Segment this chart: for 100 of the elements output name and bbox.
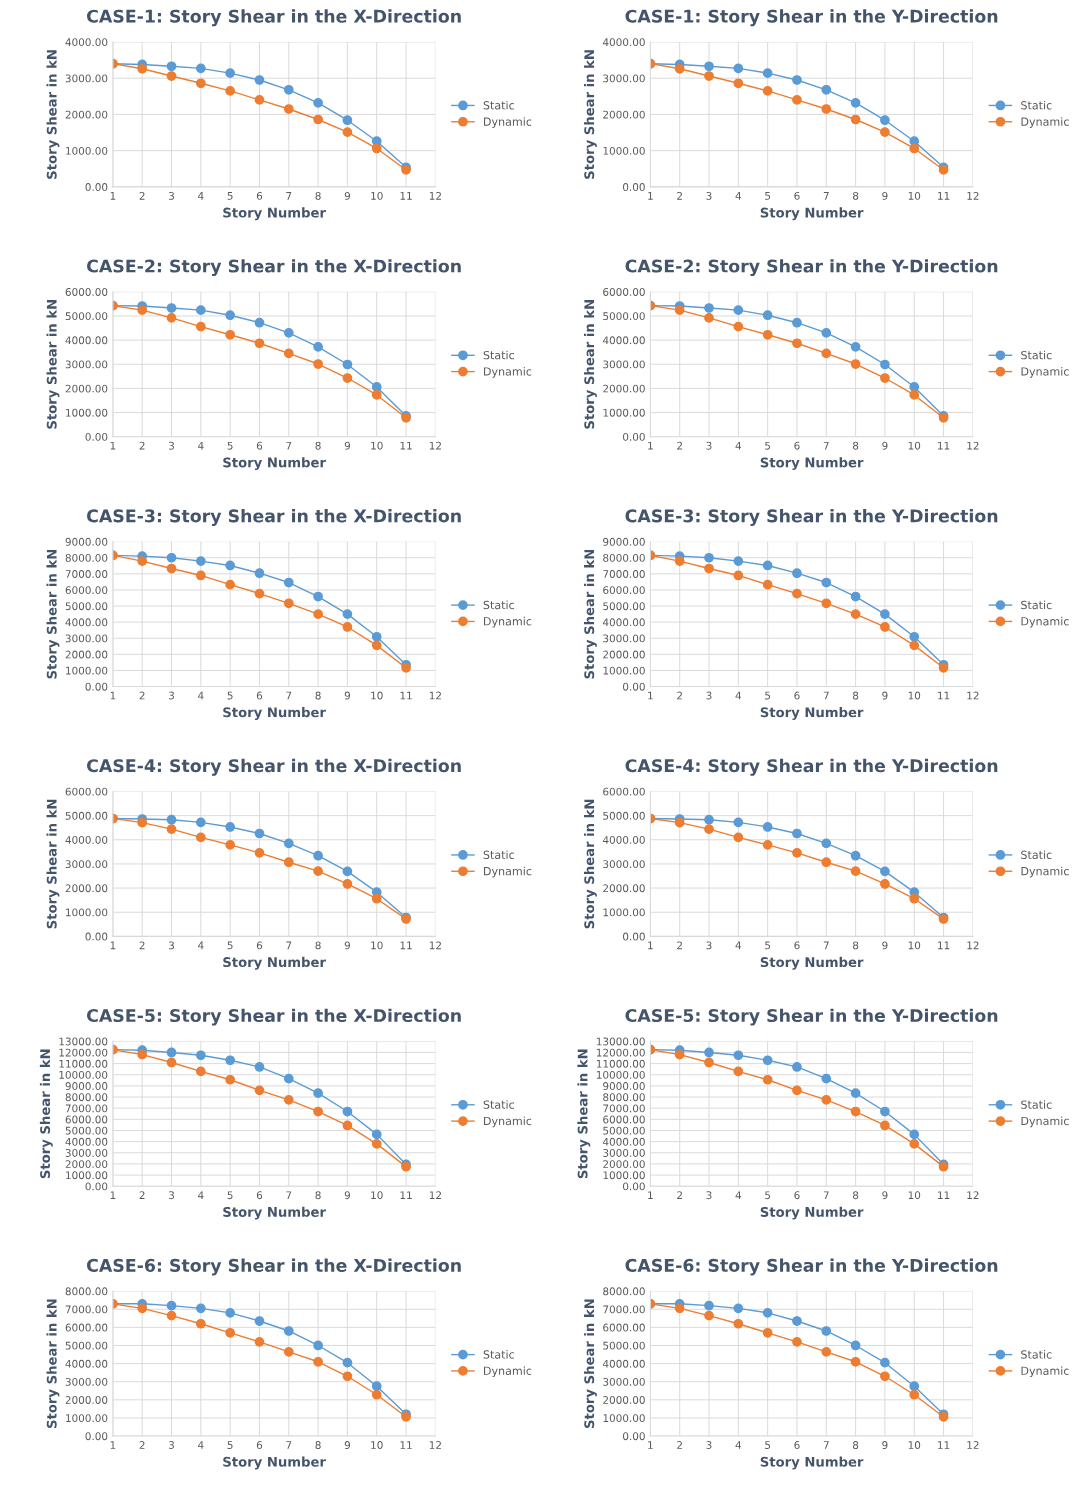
y-axis-title: Story Shear in kN — [39, 1049, 53, 1179]
y-tick-label: 0.00 — [85, 432, 108, 441]
x-tick-label: 10 — [371, 1191, 383, 1200]
x-axis-title: Story Number — [760, 1206, 864, 1220]
chart-title: CASE-5: Story Shear in the X-Direction — [87, 1008, 461, 1026]
x-tick-label: 12 — [967, 941, 979, 950]
x-tick-label: 5 — [227, 691, 233, 700]
y-tick-label: 13000.00 — [596, 1037, 645, 1046]
x-tick-label: 7 — [286, 1191, 292, 1199]
y-tick-label: 9000.00 — [65, 537, 108, 546]
y-tick-label: 6000.00 — [603, 1115, 645, 1124]
x-tick-label: 8 — [852, 1191, 859, 1200]
y-tick-label: 13000.00 — [59, 1037, 108, 1046]
x-tick-label: 3 — [168, 941, 174, 950]
x-tick-label: 3 — [706, 191, 712, 200]
x-tick-label: 11 — [400, 691, 412, 700]
legend-label: Static — [1021, 1100, 1052, 1109]
chart-title: CASE-6: Story Shear in the X-Direction — [87, 1258, 461, 1276]
legend-label: Dynamic — [1021, 616, 1069, 628]
x-tick-label: 7 — [823, 691, 829, 700]
x-tick-label: 2 — [677, 691, 682, 700]
x-tick-label: 9 — [344, 441, 350, 450]
x-tick-label: 1 — [648, 192, 653, 200]
y-tick-label: 6000.00 — [65, 1323, 108, 1332]
chart-title: CASE-3: Story Shear in the X-Direction — [87, 509, 461, 526]
x-axis-title: Story Number — [223, 956, 326, 970]
y-axis-title: Story Shear in kN — [584, 1299, 597, 1429]
y-tick-label: 8000.00 — [65, 553, 108, 562]
y-axis-title: Story Shear in kN — [46, 1299, 60, 1429]
x-tick-label: 4 — [198, 691, 204, 700]
y-tick-label: 7000.00 — [65, 1305, 108, 1314]
x-tick-label: 3 — [168, 191, 174, 200]
x-tick-label: 9 — [882, 1191, 888, 1200]
x-tick-label: 3 — [706, 441, 712, 450]
x-tick-label: 4 — [735, 1191, 742, 1199]
chart-title: CASE-2: Story Shear in the X-Direction — [87, 259, 461, 277]
y-tick-label: 6000.00 — [65, 787, 108, 796]
y-tick-label: 2000.00 — [65, 384, 108, 393]
y-tick-label: 5000.00 — [603, 1126, 645, 1135]
y-tick-label: 8000.00 — [65, 1093, 108, 1102]
legend-label: Dynamic — [1021, 367, 1069, 378]
x-axis-title: Story Number — [223, 1206, 326, 1220]
y-tick-label: 4000.00 — [602, 1359, 645, 1368]
y-tick-label: 4000.00 — [65, 1137, 108, 1146]
x-tick-label: 4 — [735, 441, 742, 450]
y-tick-label: 1000.00 — [603, 1414, 645, 1423]
x-tick-label: 3 — [706, 1441, 712, 1449]
y-tick-label: 3000.00 — [65, 1377, 108, 1386]
x-tick-label: 4 — [198, 441, 204, 450]
legend-label: Dynamic — [484, 866, 532, 878]
x-tick-label: 1 — [110, 691, 116, 700]
x-axis-title: Story Number — [223, 707, 326, 720]
y-tick-label: 0.00 — [85, 932, 108, 941]
y-tick-label: 1000.00 — [603, 1171, 645, 1180]
y-tick-label: 5000.00 — [65, 1126, 108, 1135]
y-tick-label: 5000.00 — [65, 602, 108, 611]
y-tick-label: 5000.00 — [603, 312, 645, 321]
x-tick-label: 9 — [882, 941, 888, 950]
y-tick-label: 1000.00 — [603, 408, 645, 417]
x-tick-label: 8 — [315, 441, 321, 450]
x-tick-label: 2 — [139, 1441, 145, 1449]
y-tick-label: 4000.00 — [602, 336, 645, 345]
x-tick-label: 11 — [400, 192, 412, 200]
y-axis-title: Story Shear in kN — [584, 300, 597, 429]
x-tick-label: 2 — [677, 441, 682, 450]
y-tick-label: 1000.00 — [603, 666, 645, 675]
x-tick-label: 4 — [198, 192, 204, 200]
chart-title: CASE-6: Story Shear in the Y-Direction — [625, 1258, 998, 1276]
x-tick-label: 12 — [429, 191, 441, 200]
y-tick-label: 9000.00 — [603, 537, 645, 546]
y-tick-label: 5000.00 — [65, 811, 108, 820]
x-tick-label: 2 — [139, 1191, 145, 1199]
legend-label: Dynamic — [484, 367, 532, 378]
y-tick-label: 10000.00 — [59, 1070, 108, 1079]
y-tick-label: 8000.00 — [603, 1093, 645, 1102]
x-tick-label: 2 — [677, 191, 682, 200]
x-tick-label: 1 — [648, 941, 653, 950]
x-tick-label: 5 — [765, 192, 771, 200]
legend-label: Dynamic — [1021, 1116, 1069, 1128]
y-tick-label: 4000.00 — [65, 38, 108, 47]
y-tick-label: 5000.00 — [603, 1341, 645, 1350]
legend-label: Static — [483, 1350, 515, 1359]
y-tick-label: 3000.00 — [65, 74, 108, 83]
y-tick-label: 4000.00 — [65, 336, 108, 345]
x-tick-label: 5 — [765, 691, 771, 700]
y-tick-label: 12000.00 — [59, 1048, 108, 1057]
x-tick-label: 10 — [908, 691, 921, 700]
x-tick-label: 11 — [938, 192, 950, 200]
x-tick-label: 5 — [227, 941, 233, 950]
legend-label: Static — [483, 850, 515, 859]
x-tick-label: 11 — [400, 941, 412, 950]
y-tick-label: 9000.00 — [65, 1082, 108, 1090]
x-tick-label: 6 — [256, 1191, 263, 1200]
y-tick-label: 2000.00 — [603, 384, 645, 393]
y-tick-label: 7000.00 — [603, 1104, 645, 1113]
x-tick-label: 1 — [110, 192, 116, 200]
y-tick-label: 4000.00 — [602, 1137, 645, 1146]
y-tick-label: 8000.00 — [603, 1287, 645, 1296]
y-tick-label: 3000.00 — [603, 634, 645, 643]
x-tick-label: 7 — [286, 941, 292, 950]
